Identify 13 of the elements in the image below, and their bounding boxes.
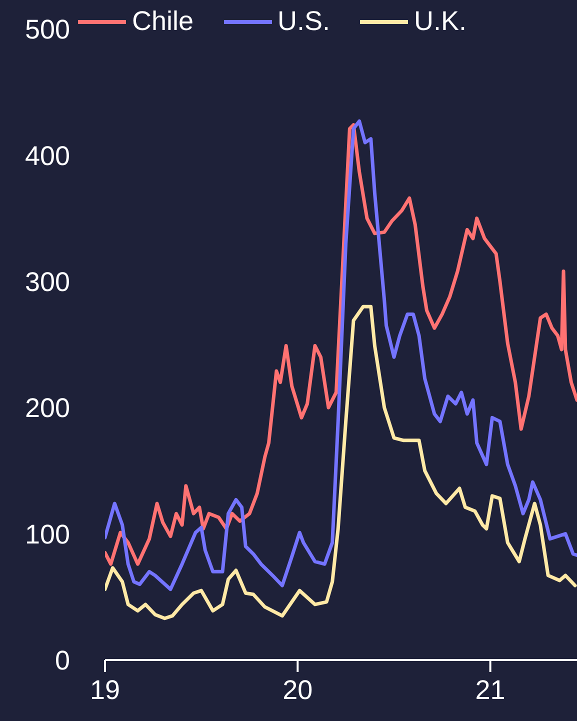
- legend-label: Chile: [132, 6, 194, 37]
- y-tick-label: 200: [24, 393, 70, 424]
- y-tick-label: 300: [24, 266, 70, 297]
- y-tick-label: 400: [24, 140, 70, 171]
- legend-label: U.S.: [278, 6, 330, 37]
- y-tick-label: 0: [54, 646, 70, 676]
- y-tick-label: 500: [24, 14, 70, 45]
- x-tick-label: 19: [90, 675, 120, 706]
- y-tick-label: 100: [24, 519, 70, 550]
- line-series: [105, 304, 577, 620]
- legend-label: U.K.: [414, 6, 467, 37]
- x-tick-label: 20: [282, 675, 313, 706]
- x-tick-label: 21: [475, 675, 506, 706]
